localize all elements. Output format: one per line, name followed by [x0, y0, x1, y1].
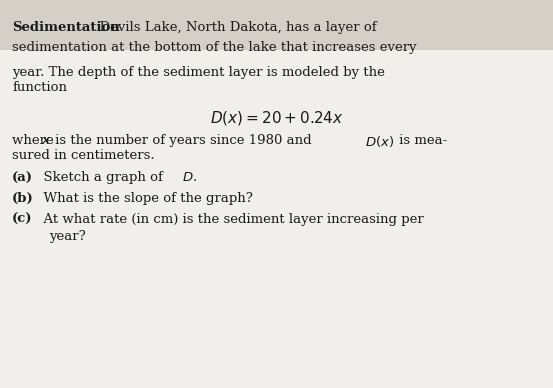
Text: year. The depth of the sediment layer is modeled by the: year. The depth of the sediment layer is…: [12, 66, 385, 79]
Text: (c): (c): [12, 213, 33, 226]
Text: .: .: [193, 171, 197, 185]
Text: (b): (b): [12, 192, 34, 205]
Text: At what rate (in cm) is the sediment layer increasing per: At what rate (in cm) is the sediment lay…: [35, 213, 424, 226]
Text: is mea-: is mea-: [395, 134, 447, 147]
Text: sured in centimeters.: sured in centimeters.: [12, 149, 155, 163]
Text: $D$: $D$: [182, 171, 194, 185]
Text: is the number of years since 1980 and: is the number of years since 1980 and: [51, 134, 316, 147]
Text: $x$: $x$: [41, 134, 52, 147]
Text: $D(x) = 20 + 0.24x$: $D(x) = 20 + 0.24x$: [210, 109, 343, 126]
Text: function: function: [12, 81, 67, 95]
Text: where: where: [12, 134, 58, 147]
Text: $D(x)$: $D(x)$: [365, 134, 394, 149]
Text: year?: year?: [49, 230, 85, 243]
Text: Sedimentation: Sedimentation: [12, 21, 120, 35]
Text: Sketch a graph of: Sketch a graph of: [35, 171, 167, 185]
Text: sedimentation at the bottom of the lake that increases every: sedimentation at the bottom of the lake …: [12, 41, 417, 54]
Text: What is the slope of the graph?: What is the slope of the graph?: [35, 192, 253, 205]
Text: Devils Lake, North Dakota, has a layer of: Devils Lake, North Dakota, has a layer o…: [91, 21, 377, 35]
Text: (a): (a): [12, 171, 33, 185]
FancyBboxPatch shape: [0, 0, 553, 50]
